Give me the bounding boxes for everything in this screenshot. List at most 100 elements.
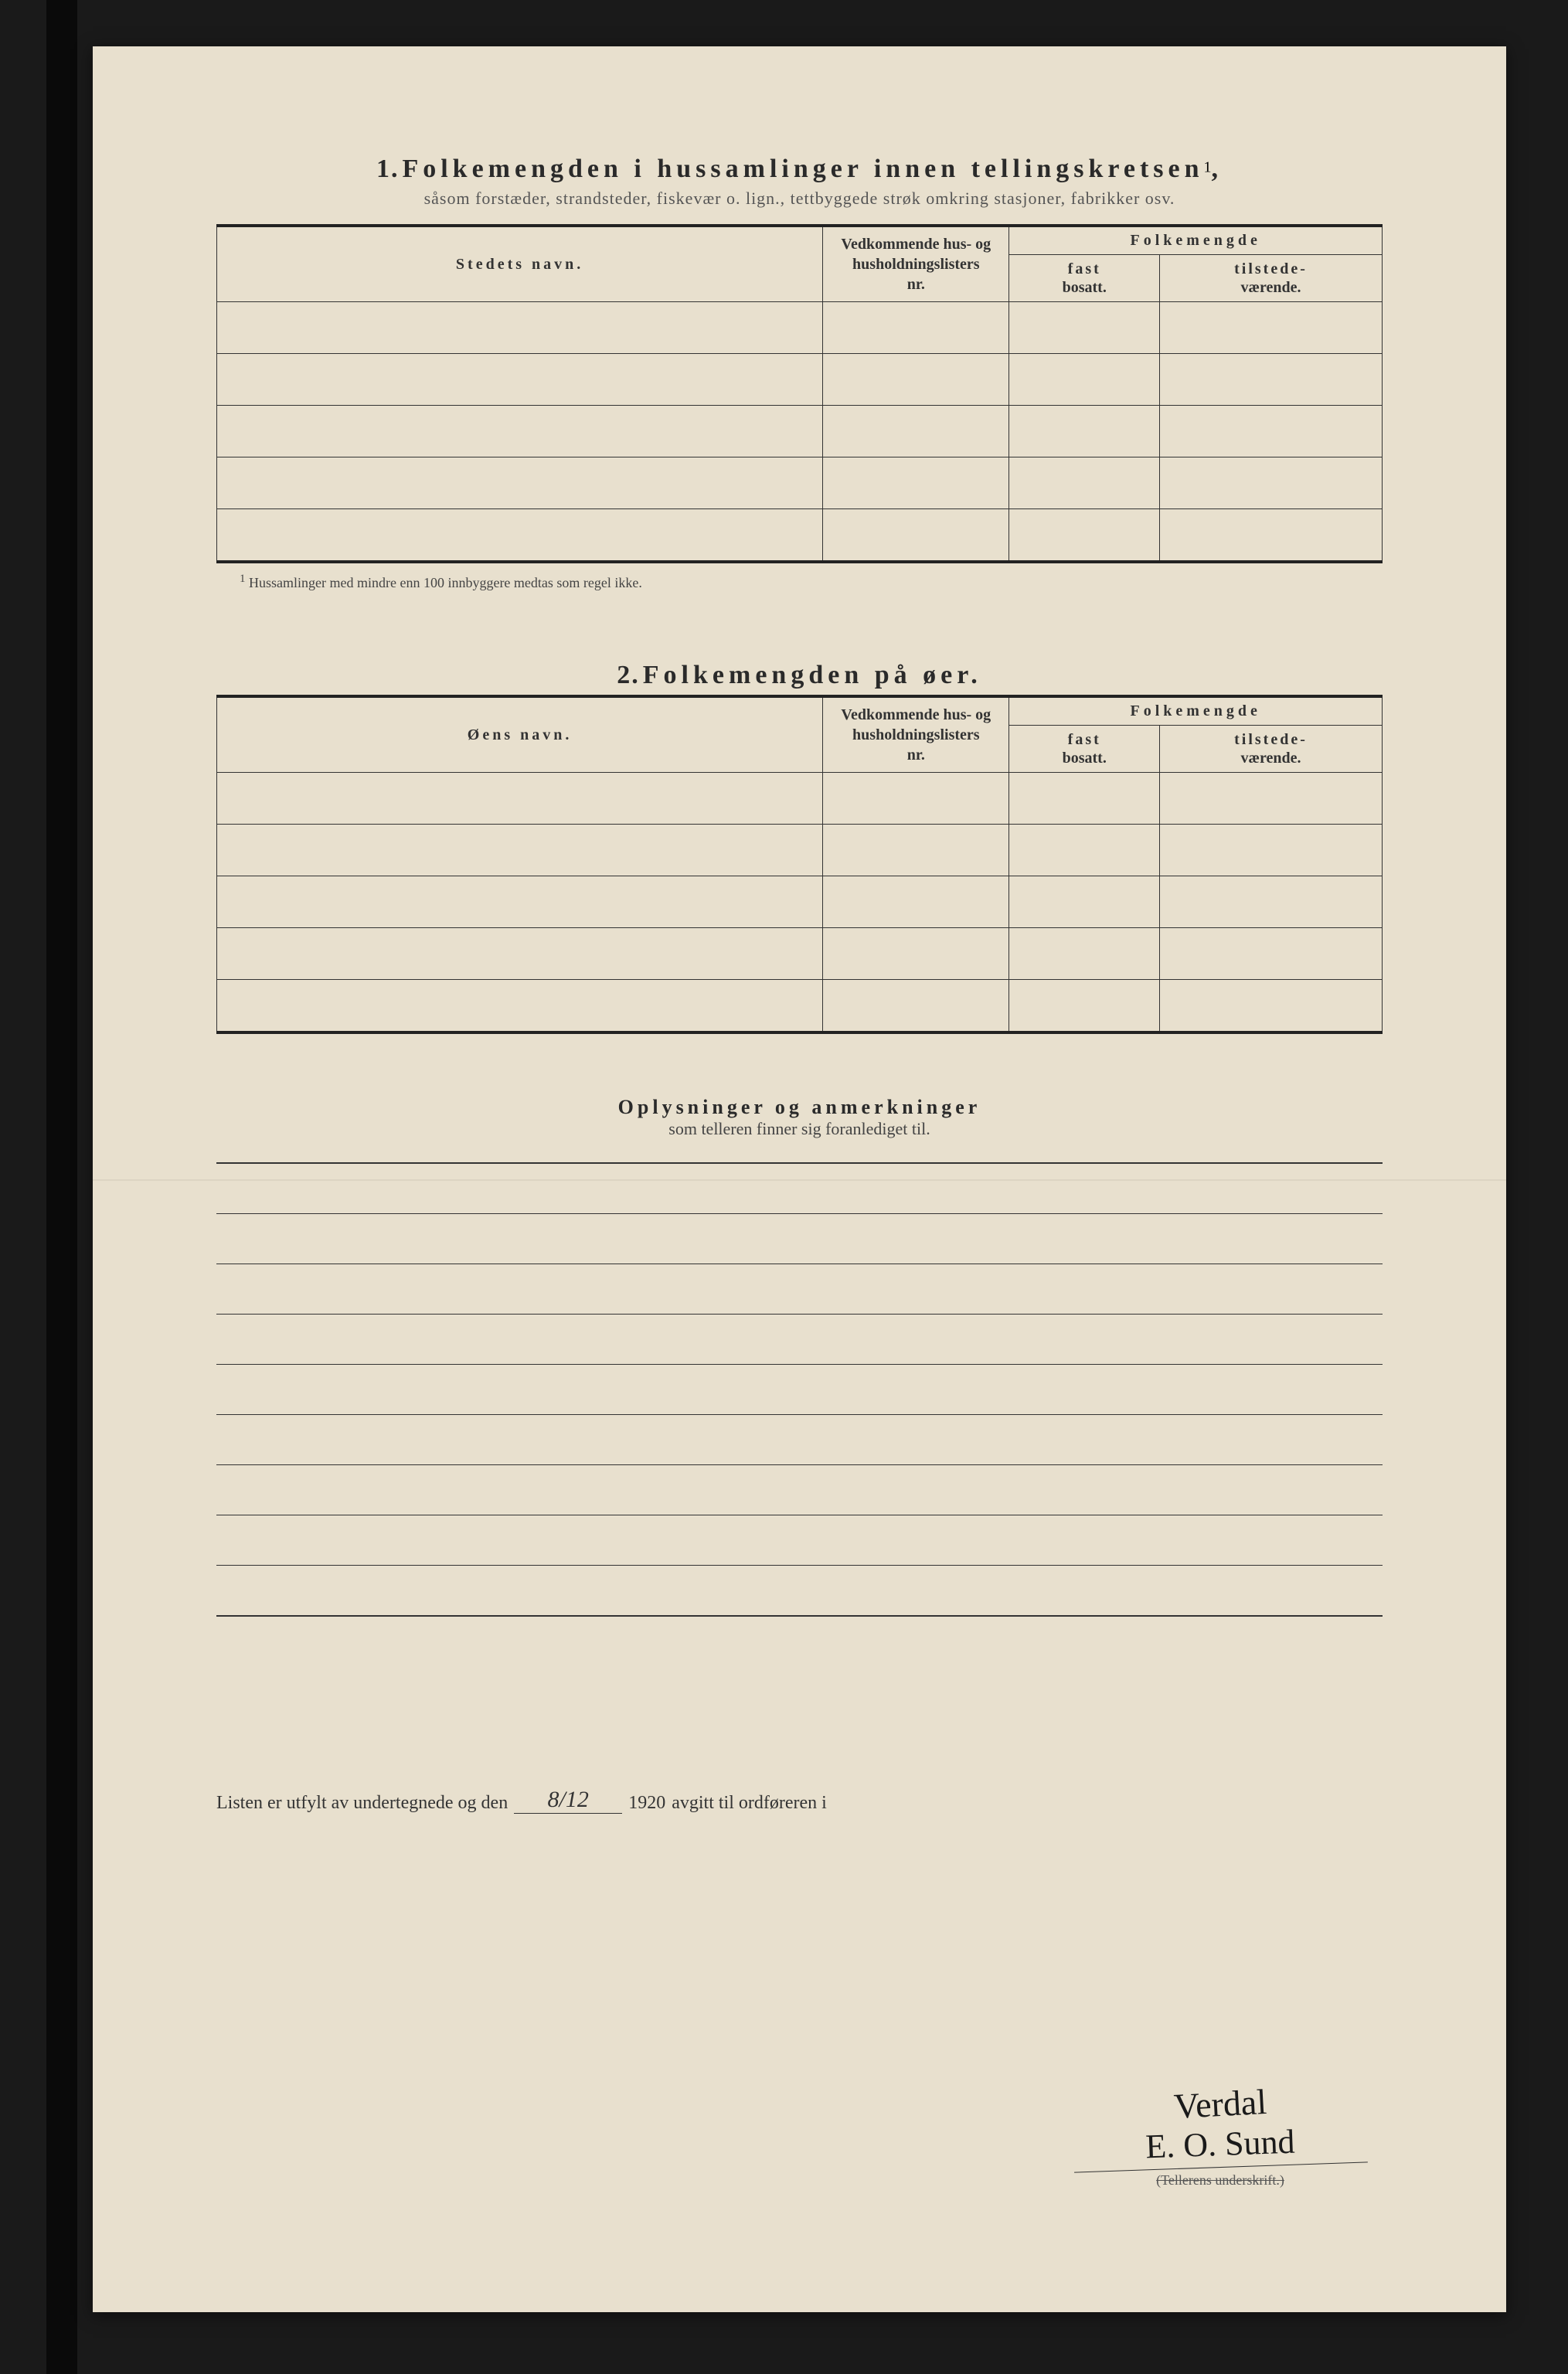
table-cell	[1160, 509, 1383, 563]
signature-label: (Tellerens underskrift.)	[1073, 2172, 1367, 2189]
table-cell	[217, 928, 823, 980]
table-row	[217, 354, 1383, 406]
table-cell	[823, 509, 1009, 563]
table-cell	[823, 928, 1009, 980]
table-row	[217, 457, 1383, 509]
s1-fast-b: fast	[1068, 260, 1101, 277]
signature: E. O. Sund	[1073, 2119, 1368, 2172]
attest-year: 1920	[628, 1793, 665, 1814]
s2-nr-l2: husholdningslisters	[852, 726, 980, 743]
s1-col-folk: Folkemengde	[1009, 226, 1383, 255]
s2-fast-b: fast	[1068, 731, 1101, 748]
s2-col-folk: Folkemengde	[1009, 696, 1383, 726]
document-page: 1. Folkemengden i hussamlinger innen tel…	[93, 46, 1506, 2312]
table-cell	[1160, 457, 1383, 509]
table-row	[217, 876, 1383, 928]
scan-frame: 1. Folkemengden i hussamlinger innen tel…	[0, 0, 1568, 2374]
s2-col-til: tilstede- værende.	[1160, 726, 1383, 773]
footnote-marker: 1	[240, 573, 246, 585]
attest-date: 8/12	[514, 1787, 622, 1814]
table-cell	[823, 457, 1009, 509]
ruled-line	[216, 1365, 1383, 1415]
table-cell	[217, 354, 823, 406]
table-cell	[1160, 354, 1383, 406]
ruled-line	[216, 1415, 1383, 1465]
s1-til-b: tilstede-	[1234, 260, 1308, 277]
section1-heading: Folkemengden i hussamlinger innen tellin…	[402, 155, 1203, 183]
table-row	[217, 302, 1383, 354]
section2-number: 2.	[617, 661, 640, 689]
table-cell	[217, 406, 823, 457]
table-cell	[823, 773, 1009, 825]
ruled-line	[216, 1264, 1383, 1315]
table-cell	[1009, 457, 1160, 509]
binding-strip	[46, 0, 77, 2374]
table-cell	[823, 876, 1009, 928]
section3-title: Oplysninger og anmerkninger	[216, 1096, 1383, 1119]
s1-col-nr: Vedkommende hus- og husholdningslisters …	[823, 226, 1009, 302]
attestation-line: Listen er utfylt av undertegnede og den …	[216, 1787, 1383, 1814]
section2-heading: Folkemengden på øer.	[643, 661, 982, 689]
s1-nr-l2: husholdningslisters	[852, 256, 980, 273]
table-cell	[1160, 928, 1383, 980]
section2-table: Øens navn. Vedkommende hus- og husholdni…	[216, 695, 1383, 1034]
table-cell	[823, 302, 1009, 354]
s2-col-name: Øens navn.	[217, 696, 823, 773]
footnote-text: Hussamlinger med mindre enn 100 innbygge…	[249, 575, 642, 590]
table-cell	[1160, 980, 1383, 1033]
table-cell	[1160, 773, 1383, 825]
table-cell	[1009, 928, 1160, 980]
ruled-line	[216, 1515, 1383, 1566]
s1-col-til: tilstede- værende.	[1160, 255, 1383, 302]
table-row	[217, 509, 1383, 563]
ruled-line	[216, 1566, 1383, 1617]
section3: Oplysninger og anmerkninger som telleren…	[216, 1096, 1383, 1617]
table-cell	[217, 773, 823, 825]
s2-nr-l1: Vedkommende hus- og	[841, 706, 991, 723]
table-cell	[1160, 825, 1383, 876]
attest-mid: avgitt til ordføreren i	[672, 1793, 827, 1814]
table-cell	[823, 354, 1009, 406]
table-cell	[1009, 773, 1160, 825]
table-cell	[217, 980, 823, 1033]
table-cell	[823, 825, 1009, 876]
s1-nr-l1: Vedkommende hus- og	[841, 236, 991, 253]
s2-til-b: tilstede-	[1234, 731, 1308, 748]
table-cell	[1009, 406, 1160, 457]
s1-fast: bosatt.	[1063, 279, 1107, 296]
table-cell	[1009, 876, 1160, 928]
table-cell	[1009, 509, 1160, 563]
table-cell	[1009, 302, 1160, 354]
table-cell	[217, 302, 823, 354]
section1-footnote: 1 Hussamlinger med mindre enn 100 innbyg…	[240, 573, 1383, 591]
section1-title: 1. Folkemengden i hussamlinger innen tel…	[216, 155, 1383, 184]
table-cell	[1009, 354, 1160, 406]
ruled-line	[216, 1214, 1383, 1264]
s2-til: værende.	[1241, 750, 1301, 767]
table-row	[217, 406, 1383, 457]
signature-area: Verdal E. O. Sund (Tellerens underskrift…	[1073, 2085, 1367, 2189]
table-cell	[1160, 406, 1383, 457]
s2-nr-l3: nr.	[907, 747, 925, 764]
section2-title: 2. Folkemengden på øer.	[216, 661, 1383, 690]
attest-prefix: Listen er utfylt av undertegnede og den	[216, 1793, 508, 1814]
section1-sup: 1	[1204, 159, 1212, 176]
section1-table: Stedets navn. Vedkommende hus- og hushol…	[216, 224, 1383, 563]
s1-nr-l3: nr.	[907, 276, 925, 293]
s1-col-fast: fast bosatt.	[1009, 255, 1160, 302]
ruled-line	[216, 1315, 1383, 1365]
table-cell	[1160, 876, 1383, 928]
ruled-line	[216, 1465, 1383, 1515]
s1-col-name: Stedets navn.	[217, 226, 823, 302]
table-cell	[1009, 980, 1160, 1033]
table-cell	[217, 457, 823, 509]
table-cell	[1009, 825, 1160, 876]
section3-subtitle: som telleren finner sig foranlediget til…	[216, 1119, 1383, 1139]
s1-til: værende.	[1241, 279, 1301, 296]
table-cell	[823, 980, 1009, 1033]
table-row	[217, 825, 1383, 876]
table-row	[217, 928, 1383, 980]
section3-lines	[216, 1162, 1383, 1617]
section1-subtitle: såsom forstæder, strandsteder, fiskevær …	[216, 189, 1383, 209]
s2-col-nr: Vedkommende hus- og husholdningslisters …	[823, 696, 1009, 773]
